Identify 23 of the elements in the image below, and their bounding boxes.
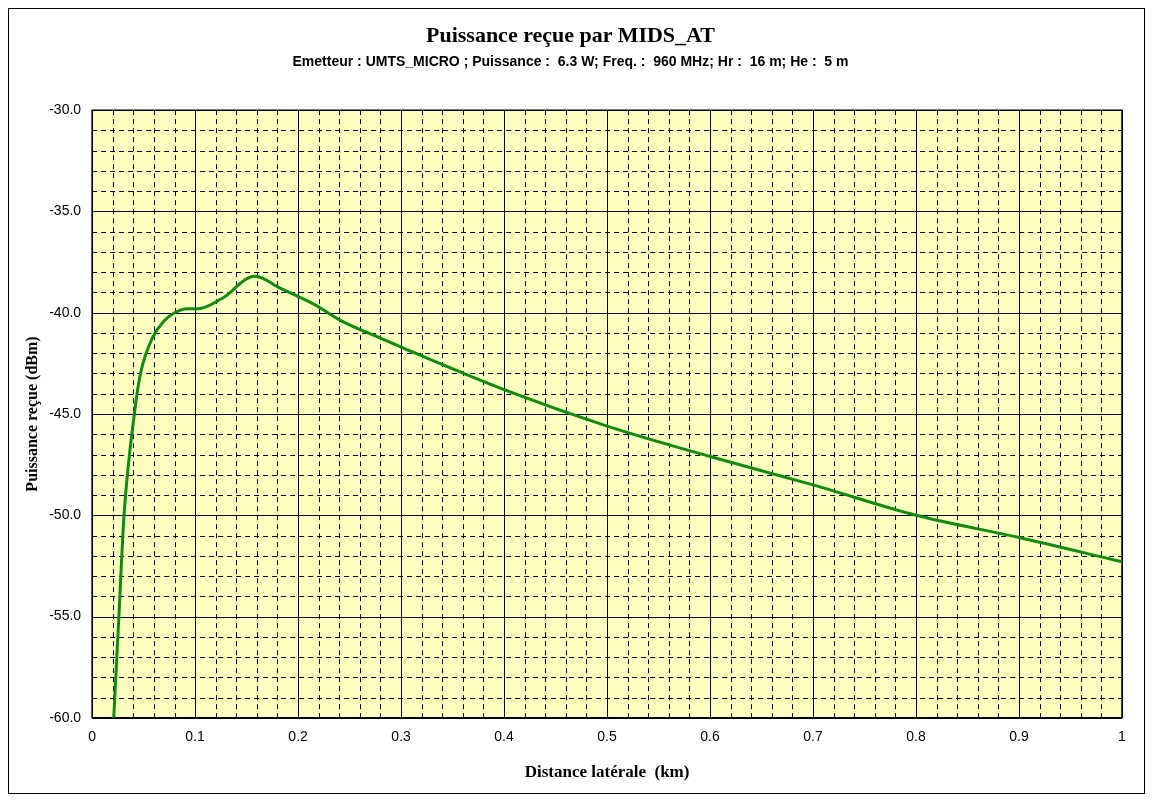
x-tick-label: 0.7 xyxy=(803,728,823,745)
chart-subtitle: Emetteur : UMTS_MICRO ; Puissance : 6.3 W; Freq. : 960 MHz; Hr : 16 m; He : 5 m xyxy=(292,52,849,69)
line-series xyxy=(112,274,1122,718)
y-tick-label: -50.0 xyxy=(49,506,82,523)
x-tick-label: 0.3 xyxy=(391,728,412,745)
y-tick-label: -30.0 xyxy=(49,101,82,118)
x-axis-title: Distance latérale (km) xyxy=(524,762,690,782)
y-tick-label: -40.0 xyxy=(49,303,82,320)
x-tick-label: 0 xyxy=(88,728,97,745)
x-tick-label: 0.9 xyxy=(1009,728,1029,745)
x-tick-label: 0.4 xyxy=(494,728,515,745)
x-tick-label: 1 xyxy=(1118,728,1127,745)
y-tick-label: -55.0 xyxy=(49,607,82,624)
x-tick-label: 0.2 xyxy=(288,728,309,745)
x-tick-label: 0.5 xyxy=(597,728,617,745)
y-axis-title: Puissance reçue (dBm) xyxy=(22,336,41,492)
y-tick-label: -60.0 xyxy=(49,708,82,725)
x-tick-label: 0.1 xyxy=(185,728,206,745)
x-tick-label: 0.8 xyxy=(906,728,926,745)
x-tick-label: 0.6 xyxy=(700,728,720,745)
y-tick-label: -35.0 xyxy=(49,202,82,219)
y-tick-label: -45.0 xyxy=(49,404,82,421)
chart-title: Puissance reçue par MIDS_AT xyxy=(425,21,716,47)
